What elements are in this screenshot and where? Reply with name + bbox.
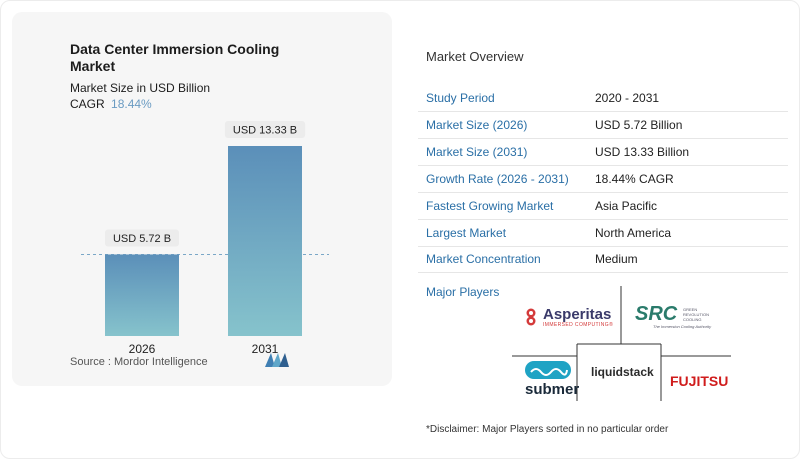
overview-label: Study Period (426, 91, 495, 105)
major-players-title: Major Players (426, 285, 500, 299)
bar-2026 (105, 254, 179, 336)
overview-label: Largest Market (426, 225, 507, 240)
overview-value: USD 13.33 Billion (595, 144, 690, 159)
x-tick-label: 2026 (129, 342, 156, 356)
cagr-value: 18.44% (111, 97, 152, 111)
fujitsu-logo: FUJITSU (670, 373, 728, 389)
bar-2031 (228, 146, 302, 336)
asperitas-tagline: IMMERSED COMPUTING® (543, 322, 614, 328)
overview-label: Market Concentration (426, 252, 541, 267)
data-label-pill (105, 229, 179, 247)
overview-value: 2020 - 2031 (595, 91, 660, 105)
source-note: Source : Mordor Intelligence (70, 356, 208, 368)
asperitas-name: Asperitas (543, 306, 612, 323)
overview-row: Market Concentration Medium (418, 246, 788, 274)
cagr-line: CAGR 18.44% (70, 97, 152, 111)
overview-value: 18.44% CAGR (595, 171, 674, 186)
disclaimer-note: *Disclaimer: Major Players sorted in no … (426, 424, 669, 435)
overview-value: Asia Pacific (595, 198, 658, 213)
cagr-label: CAGR (70, 97, 105, 111)
overview-label: Growth Rate (2026 - 2031) (426, 171, 569, 186)
grc-mark: SRC (635, 303, 678, 325)
mordor-intelligence-logo (265, 353, 289, 367)
bar-chart: USD 5.72 B 2026 USD 13.33 B 2031 (81, 121, 329, 356)
data-label-pill (224, 121, 306, 138)
asperitas-mark-icon (526, 308, 536, 326)
overview-value: Medium (595, 252, 638, 267)
liquidstack-name: liquidstack (591, 365, 654, 379)
chart-card (12, 12, 392, 386)
data-label: USD 13.33 B (233, 125, 297, 137)
chart-title: Data Center Immersion Cooling Market (70, 41, 280, 74)
x-tick-label: 2031 (252, 342, 279, 356)
overview-row: Market Size (2031) USD 13.33 Billion (418, 139, 788, 166)
overview-label: Market Size (2026) (426, 117, 528, 132)
overview-row: Largest Market North America (418, 220, 788, 247)
liquidstack-logo: liquidstack (591, 365, 654, 379)
overview-row: Growth Rate (2026 - 2031) 18.44% CAGR (418, 166, 788, 193)
overview-value: USD 5.72 Billion (595, 117, 683, 132)
data-label: USD 5.72 B (113, 233, 171, 245)
overview-label: Fastest Growing Market (426, 198, 554, 213)
chart-subtitle: Market Size in USD Billion (70, 81, 211, 95)
overview-row: Fastest Growing Market Asia Pacific (418, 193, 788, 220)
market-overview-title: Market Overview (426, 49, 524, 64)
submer-name: submer (525, 381, 580, 398)
fujitsu-name: FUJITSU (670, 373, 729, 389)
grc-tagline: The Immersion Cooling Authority (653, 324, 712, 329)
overview-row: Study Period 2020 - 2031 (418, 85, 788, 112)
submer-wave-icon (525, 361, 571, 379)
overview-value: North America (595, 225, 672, 240)
overview-row: Market Size (2026) USD 5.72 Billion (418, 112, 788, 139)
grc-subtitle: GREEN REVOLUTION COOLING (683, 307, 710, 322)
overview-label: Market Size (2031) (426, 144, 528, 159)
